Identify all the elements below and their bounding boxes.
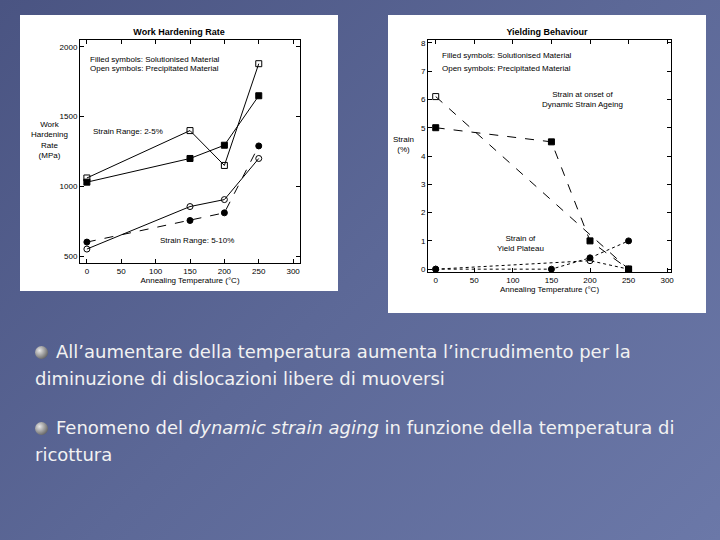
svg-text:300: 300 <box>660 276 674 285</box>
svg-text:Strain ofYield Plateau: Strain ofYield Plateau <box>497 234 544 253</box>
svg-text:5: 5 <box>421 124 426 133</box>
svg-text:0: 0 <box>433 276 438 285</box>
svg-text:Annealing Temperature (°C): Annealing Temperature (°C) <box>140 276 239 285</box>
svg-text:4: 4 <box>421 152 426 161</box>
svg-text:Open symbols: Precipitated Mat: Open symbols: Precipitated Material <box>90 64 219 73</box>
svg-text:150: 150 <box>545 276 559 285</box>
svg-text:100: 100 <box>506 276 520 285</box>
svg-text:250: 250 <box>622 276 636 285</box>
html-text:Fenomeno del dynamic strain ag: Fenomeno del dynamic strain aging in fun… <box>35 417 675 465</box>
svg-text:150: 150 <box>183 267 197 276</box>
html-text:All’aumentare della temperatur: All’aumentare della temperatura aumenta … <box>35 341 631 389</box>
svg-text:Strain(%): Strain(%) <box>393 135 414 154</box>
svg-text:500: 500 <box>64 252 78 261</box>
svg-text:6: 6 <box>421 95 426 104</box>
svg-text:8: 8 <box>421 39 426 48</box>
svg-text:1: 1 <box>421 237 426 246</box>
svg-text:250: 250 <box>252 267 266 276</box>
svg-text:2000: 2000 <box>60 43 78 52</box>
svg-text:0: 0 <box>421 265 426 274</box>
svg-text:1000: 1000 <box>60 182 78 191</box>
svg-text:1500: 1500 <box>60 112 78 121</box>
svg-text:Strain at onset ofDynamic Stra: Strain at onset ofDynamic Strain Ageing <box>542 90 623 109</box>
svg-text:50: 50 <box>470 276 479 285</box>
svg-text:Filled symbols: Solutionised M: Filled symbols: Solutionised Material <box>90 55 220 64</box>
svg-text:Open symbols: Precipitated Mat: Open symbols: Precipitated Material <box>442 64 571 73</box>
svg-text:200: 200 <box>218 267 232 276</box>
svg-text:50: 50 <box>117 267 126 276</box>
svg-text:0: 0 <box>85 267 90 276</box>
svg-text:Strain Range: 2-5%: Strain Range: 2-5% <box>93 127 163 136</box>
svg-text:2: 2 <box>421 208 426 217</box>
svg-text:Annealing Temperature (°C): Annealing Temperature (°C) <box>500 285 599 294</box>
svg-text:300: 300 <box>286 267 300 276</box>
svg-text:Strain Range: 5-10%: Strain Range: 5-10% <box>160 236 234 245</box>
svg-text:Filled symbols: Solutionised M: Filled symbols: Solutionised Material <box>442 51 572 60</box>
svg-text:WorkHardeningRate(MPa): WorkHardeningRate(MPa) <box>31 120 68 160</box>
svg-text:7: 7 <box>421 67 426 76</box>
svg-text:200: 200 <box>583 276 597 285</box>
svg-text:100: 100 <box>149 267 163 276</box>
svg-text:Work Hardening Rate: Work Hardening Rate <box>133 27 224 37</box>
svg-text:Yielding Behaviour: Yielding Behaviour <box>506 27 588 37</box>
svg-text:3: 3 <box>421 180 426 189</box>
